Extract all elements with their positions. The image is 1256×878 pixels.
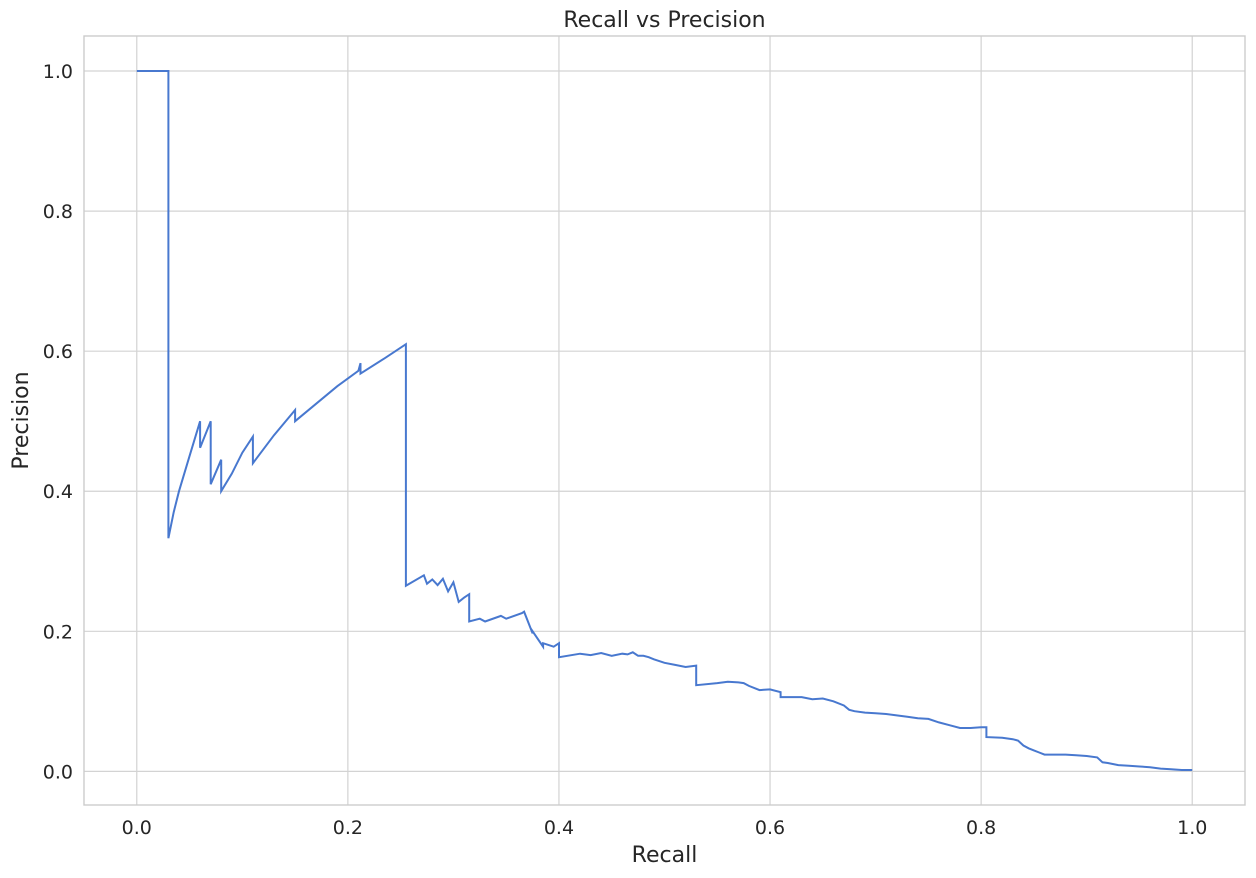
y-axis-label: Precision	[9, 371, 34, 469]
y-tick-label: 0.4	[43, 481, 73, 503]
y-tick-label: 0.0	[43, 761, 73, 783]
y-tick-label: 0.8	[43, 201, 73, 223]
x-tick-label: 0.0	[122, 817, 152, 839]
precision-recall-curve	[136, 70, 1193, 771]
grid-lines	[84, 36, 1245, 805]
y-tick-label: 1.0	[43, 61, 73, 83]
y-tick-label: 0.2	[43, 621, 73, 643]
tick-labels: 0.0 0.2 0.4 0.6 0.8 1.0 0.0 0.2 0.4 0.6 0.8 1.0	[43, 61, 1208, 839]
y-tick-label: 0.6	[43, 341, 73, 363]
x-tick-label: 0.4	[544, 817, 574, 839]
plot-area-frame	[83, 35, 1246, 806]
series-layer	[136, 70, 1193, 771]
x-axis-label: Recall	[632, 843, 698, 868]
x-tick-label: 0.8	[966, 817, 996, 839]
x-tick-label: 0.2	[333, 817, 363, 839]
x-tick-label: 0.6	[755, 817, 785, 839]
x-tick-label: 1.0	[1177, 817, 1207, 839]
chart-title: Recall vs Precision	[563, 8, 765, 33]
